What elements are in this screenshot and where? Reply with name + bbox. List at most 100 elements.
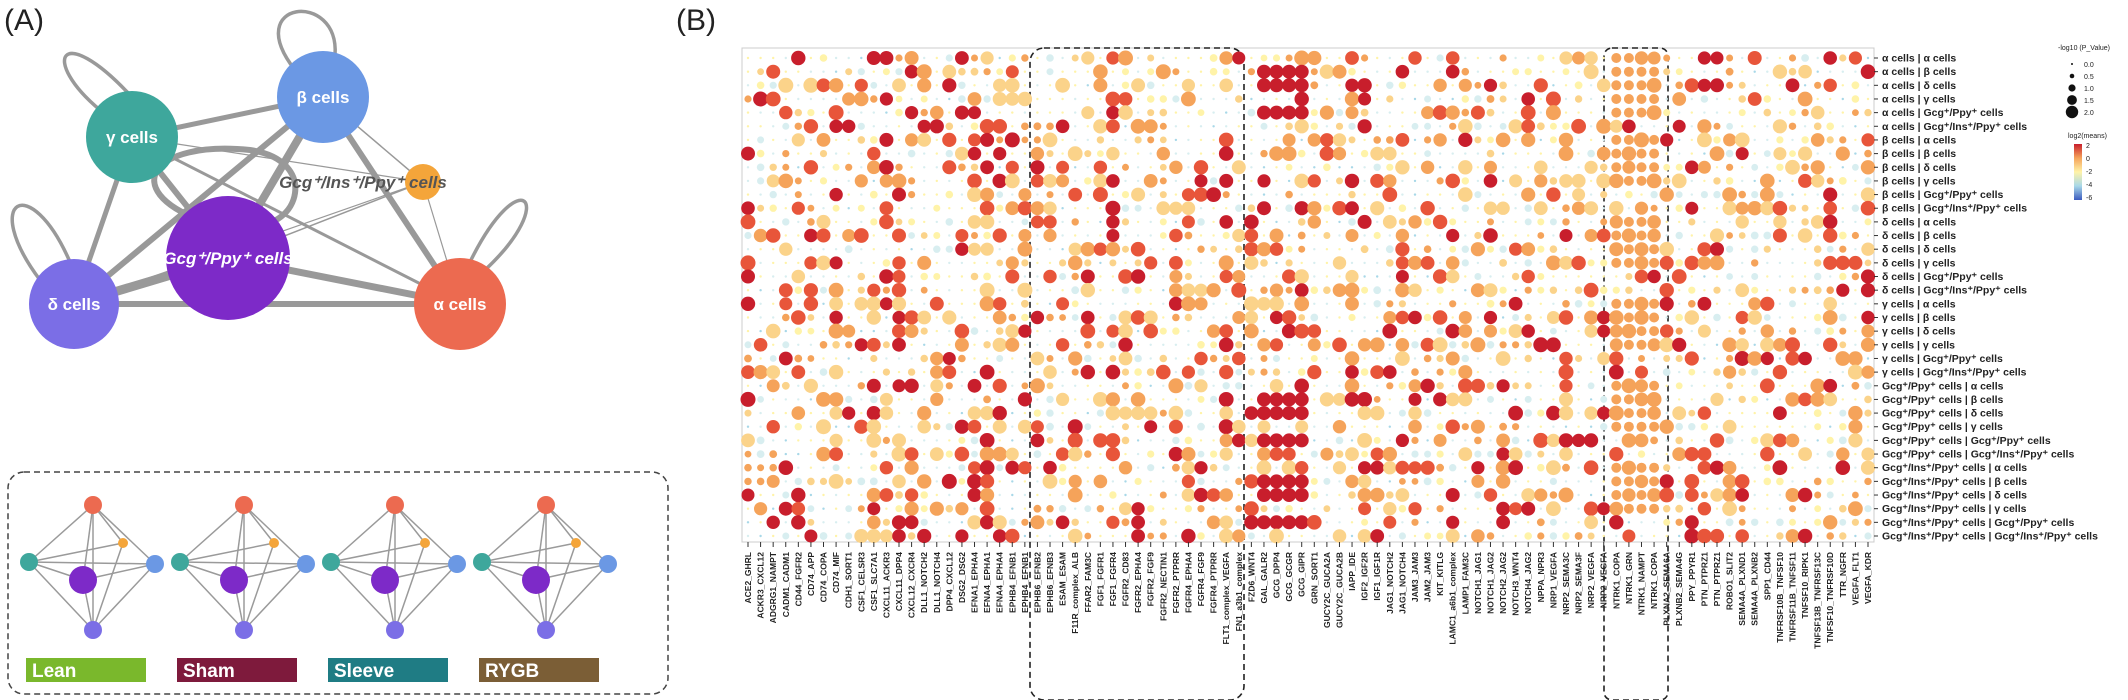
dot bbox=[1747, 310, 1762, 325]
dot bbox=[860, 152, 863, 155]
dot bbox=[1621, 460, 1636, 475]
dot bbox=[1772, 64, 1788, 79]
dot bbox=[1841, 70, 1845, 73]
column-label: CDH1_SORT1 bbox=[844, 552, 854, 608]
dot bbox=[1244, 501, 1259, 517]
dot bbox=[766, 474, 780, 488]
dot bbox=[1071, 314, 1079, 321]
dot bbox=[983, 395, 991, 404]
dot bbox=[1487, 450, 1494, 458]
dot bbox=[1649, 94, 1660, 104]
dot bbox=[1042, 474, 1058, 489]
dot bbox=[1715, 166, 1719, 169]
dot bbox=[1803, 84, 1807, 87]
dot bbox=[1033, 450, 1042, 458]
dot bbox=[759, 302, 762, 305]
dot bbox=[1134, 204, 1142, 212]
dot bbox=[829, 119, 843, 133]
dot bbox=[1665, 398, 1668, 401]
dot bbox=[1011, 302, 1014, 305]
column-label: FGFR4_EPHA4 bbox=[1183, 552, 1193, 613]
dot bbox=[1269, 283, 1284, 297]
dot bbox=[1413, 111, 1417, 114]
dot bbox=[1408, 406, 1422, 420]
dot bbox=[935, 166, 938, 169]
dot bbox=[1728, 302, 1731, 305]
row-label: δ cells | δ cells bbox=[1882, 244, 1956, 256]
dot bbox=[1524, 382, 1532, 390]
dot bbox=[1159, 163, 1167, 171]
dot bbox=[1323, 341, 1331, 349]
dot bbox=[1043, 460, 1057, 475]
dot bbox=[1262, 193, 1266, 196]
dot bbox=[1728, 329, 1731, 333]
dot bbox=[1061, 357, 1064, 360]
dot bbox=[1360, 245, 1369, 254]
dot bbox=[1338, 521, 1341, 524]
mini-edge bbox=[330, 504, 396, 563]
dot bbox=[1483, 310, 1498, 325]
dot bbox=[1663, 505, 1671, 513]
dot bbox=[1260, 286, 1268, 294]
dot bbox=[1149, 343, 1152, 346]
mini-node-center bbox=[371, 566, 399, 594]
dot bbox=[895, 68, 903, 76]
dot bbox=[1649, 380, 1660, 391]
dot bbox=[1338, 384, 1341, 387]
column-label: EFNA4_EPHA1 bbox=[982, 552, 992, 613]
mini-node-top bbox=[235, 496, 253, 514]
dot bbox=[1310, 286, 1319, 295]
network-edge bbox=[71, 94, 326, 307]
dot bbox=[1307, 515, 1322, 530]
dot bbox=[996, 259, 1004, 267]
dot bbox=[1748, 297, 1762, 311]
dot bbox=[1282, 406, 1297, 421]
dot bbox=[1376, 248, 1379, 251]
dot bbox=[929, 119, 944, 134]
dot bbox=[1401, 193, 1404, 196]
dot bbox=[1363, 179, 1366, 183]
dot bbox=[1438, 193, 1442, 196]
dot bbox=[1149, 166, 1152, 169]
dot bbox=[1814, 505, 1822, 513]
dot bbox=[1562, 300, 1570, 308]
dot bbox=[1426, 425, 1429, 428]
dot bbox=[1067, 146, 1083, 162]
dot bbox=[1383, 515, 1397, 529]
dot bbox=[970, 327, 979, 335]
dot bbox=[1357, 474, 1372, 489]
dot bbox=[1791, 275, 1794, 278]
dot bbox=[1124, 234, 1127, 237]
dot bbox=[772, 302, 775, 305]
dot bbox=[1773, 406, 1787, 420]
dot bbox=[1458, 160, 1473, 175]
dot bbox=[980, 51, 994, 65]
dot bbox=[1074, 111, 1077, 114]
dot bbox=[1338, 316, 1341, 319]
dot bbox=[1199, 234, 1203, 237]
dot bbox=[1546, 433, 1560, 447]
dot bbox=[1728, 289, 1731, 292]
dot bbox=[1147, 136, 1155, 144]
dot bbox=[744, 450, 752, 458]
dot bbox=[1344, 282, 1360, 298]
dot bbox=[1751, 191, 1759, 199]
dot bbox=[1099, 261, 1102, 265]
dot bbox=[1766, 493, 1769, 497]
dot bbox=[1436, 423, 1444, 431]
dot bbox=[948, 398, 951, 401]
dot bbox=[1778, 329, 1782, 333]
dot bbox=[1184, 313, 1193, 322]
dot bbox=[1408, 379, 1422, 393]
dot bbox=[1149, 302, 1152, 305]
dot bbox=[1715, 480, 1719, 483]
dot bbox=[945, 450, 953, 458]
dot bbox=[1225, 248, 1228, 251]
dot bbox=[1162, 56, 1165, 60]
size-legend-title: -log10 (P_Value) bbox=[2058, 45, 2110, 52]
dot bbox=[1350, 329, 1354, 333]
row-label: Gcg⁺/Ins⁺/Ppy⁺ cells | β cells bbox=[1882, 476, 2027, 488]
dot bbox=[1445, 419, 1460, 434]
dot bbox=[1514, 370, 1517, 374]
dot bbox=[1451, 97, 1454, 101]
